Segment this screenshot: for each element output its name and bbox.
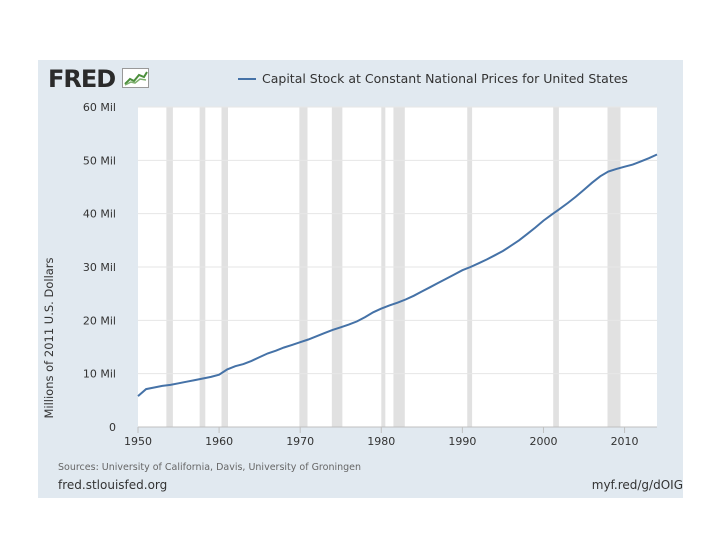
x-tick-label: 2010 — [611, 435, 639, 448]
chart-panel: FRED Capital Stock at Constant National … — [38, 60, 683, 498]
x-tick-label: 1980 — [367, 435, 395, 448]
y-tick-label: 30 Mil — [83, 261, 116, 274]
y-tick-label: 50 Mil — [83, 154, 116, 167]
x-tick-label: 2000 — [529, 435, 557, 448]
x-tick-label: 1970 — [286, 435, 314, 448]
chart-legend: Capital Stock at Constant National Price… — [238, 71, 628, 86]
y-tick-label: 40 Mil — [83, 208, 116, 221]
series-line — [137, 153, 658, 397]
short-link[interactable]: myf.red/g/dOIG — [591, 478, 683, 492]
sources-note: Sources: University of California, Davis… — [58, 462, 362, 473]
line-chart: 0 10 Mil 20 Mil 30 Mil 40 Mil 50 Mil 60 Mil 19… — [83, 101, 658, 448]
x-tick-label: 1990 — [448, 435, 476, 448]
y-tick-label: 10 Mil — [83, 368, 116, 381]
x-tick-label: 1950 — [124, 435, 152, 448]
y-tick-label: 60 Mil — [83, 101, 116, 114]
y-tick-label: 20 Mil — [83, 314, 116, 327]
fred-logo: FRED — [48, 65, 116, 93]
fred-logo-graph-icon — [122, 68, 149, 88]
legend-label: Capital Stock at Constant National Price… — [262, 71, 628, 86]
fred-site-link[interactable]: fred.stlouisfed.org — [58, 478, 168, 492]
legend-swatch — [238, 77, 256, 80]
y-tick-label: 0 — [109, 421, 116, 434]
x-tick-label: 1960 — [205, 435, 233, 448]
